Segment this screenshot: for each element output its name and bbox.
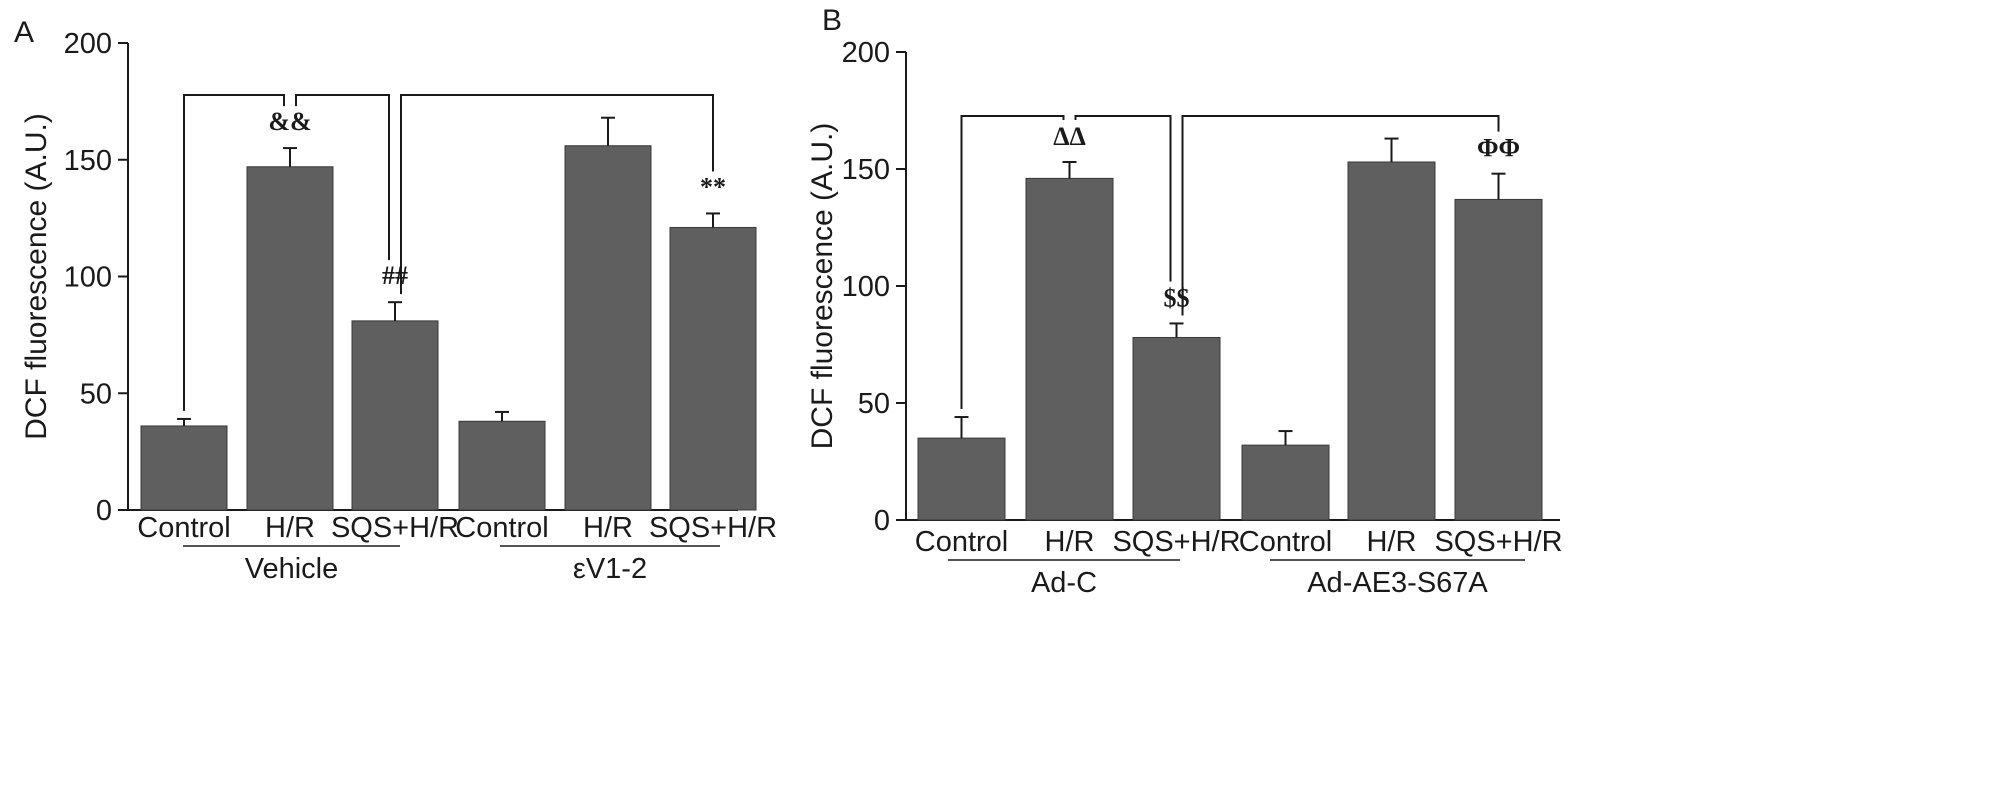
group-label: Ad-AE3-S67A: [1307, 567, 1488, 599]
x-tick-label: SQS+H/R: [331, 512, 459, 544]
x-tick-label: H/R: [583, 512, 633, 544]
y-tick-label: 0: [874, 505, 890, 537]
y-tick-label: 150: [842, 154, 890, 186]
significance-marker: &&: [268, 107, 311, 136]
significance-bracket: [1181, 115, 1500, 316]
bar: [140, 425, 228, 511]
bar: [1241, 444, 1330, 521]
y-tick-label: 50: [80, 378, 112, 410]
bar: [1454, 198, 1543, 521]
significance-bracket: [183, 94, 285, 411]
significance-bracket: [1074, 115, 1172, 282]
panel-a: A 0 50 100 150 200 DCF fluorescence (A.U.) Cont…: [14, 16, 777, 585]
bar: [246, 166, 334, 511]
significance-marker: ##: [382, 261, 408, 290]
significance-marker: ΦΦ: [1477, 134, 1520, 163]
y-tick-label: 200: [842, 37, 890, 69]
bar: [1025, 177, 1114, 521]
bar: [917, 437, 1006, 521]
panel-letter: A: [14, 16, 34, 49]
bar: [564, 145, 652, 511]
x-tick-label: SQS+H/R: [1434, 526, 1562, 558]
x-tick-label: Control: [455, 512, 549, 544]
group-label: Vehicle: [245, 553, 339, 585]
significance-bracket: [295, 94, 390, 261]
y-tick-label: 150: [64, 145, 112, 177]
y-axis-title: DCF fluorescence (A.U.): [20, 113, 53, 440]
y-tick-label: 200: [64, 28, 112, 60]
y-tick-label: 50: [858, 388, 890, 420]
group-label: Ad-C: [1031, 567, 1097, 599]
y-axis-title: DCF fluorescence (A.U.): [806, 123, 839, 450]
bar: [1347, 161, 1436, 521]
bar: [669, 226, 757, 511]
significance-marker: $$: [1164, 283, 1190, 312]
y-tick-label: 100: [64, 262, 112, 294]
x-tick-label: Control: [137, 512, 231, 544]
significance-marker: ΔΔ: [1053, 122, 1086, 151]
x-tick-label: Control: [915, 526, 1009, 558]
y-tick-label: 100: [842, 271, 890, 303]
significance-bracket: [960, 115, 1065, 410]
bar: [1132, 336, 1221, 521]
panel-b: B 0 50 100 150 200 DCF fluorescence (A.U.) Cont…: [806, 4, 1563, 599]
panel-letter: B: [822, 4, 842, 37]
bar: [458, 420, 546, 511]
x-tick-label: H/R: [1045, 526, 1095, 558]
x-tick-label: SQS+H/R: [1112, 526, 1240, 558]
y-tick-label: 0: [96, 495, 112, 527]
x-tick-label: Control: [1239, 526, 1333, 558]
group-label: εV1-2: [573, 553, 647, 585]
significance-marker: **: [700, 172, 726, 201]
significance-bracket: [400, 94, 714, 295]
bar: [351, 320, 439, 511]
x-tick-label: SQS+H/R: [649, 512, 777, 544]
x-tick-label: H/R: [265, 512, 315, 544]
x-tick-label: H/R: [1367, 526, 1417, 558]
